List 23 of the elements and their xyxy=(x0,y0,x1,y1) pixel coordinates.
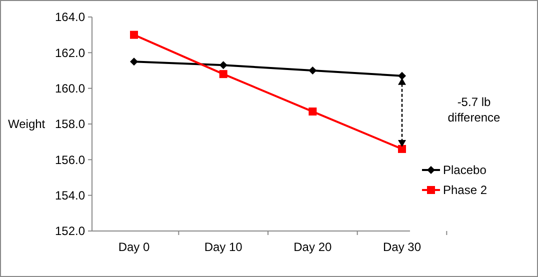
y-tick-label: 156.0 xyxy=(54,152,86,167)
x-tick-label: Day 0 xyxy=(118,240,150,254)
point xyxy=(219,70,228,78)
point xyxy=(308,108,317,116)
x-tick-label: Day 30 xyxy=(382,240,422,254)
point xyxy=(398,72,406,80)
y-tick-label: 154.0 xyxy=(54,188,86,203)
y-tick-label: 152.0 xyxy=(54,224,86,238)
y-axis-title: Weight xyxy=(8,117,46,132)
point xyxy=(308,66,317,74)
point xyxy=(130,58,138,66)
legend-label: Phase 2 xyxy=(443,183,488,198)
point xyxy=(398,144,406,153)
point xyxy=(130,30,138,39)
x-tick-label: Day 10 xyxy=(204,240,243,254)
y-tick-label: 158.0 xyxy=(54,117,86,132)
y-tick-label: 162.0 xyxy=(54,46,86,60)
point xyxy=(219,61,228,70)
text: -5.7 lb difference xyxy=(448,95,501,125)
legend-label: Placebo xyxy=(443,163,487,178)
x-tick-label: Day 20 xyxy=(294,240,332,254)
y-tick-label: 164.0 xyxy=(54,10,86,24)
y-tick-label: 160.0 xyxy=(54,82,86,96)
